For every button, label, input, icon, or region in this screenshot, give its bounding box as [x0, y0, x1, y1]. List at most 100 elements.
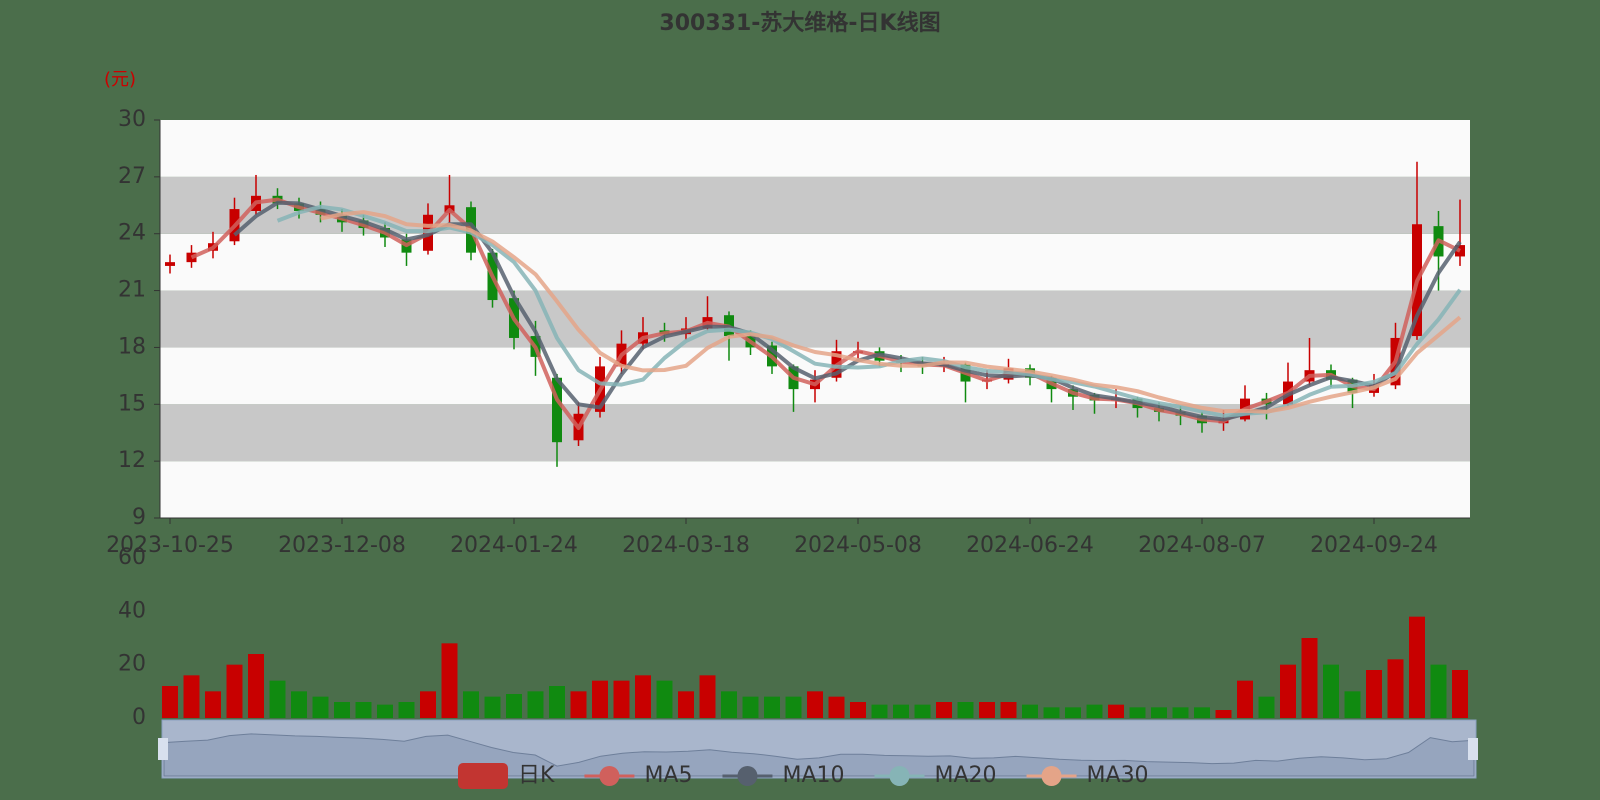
grid-band	[160, 176, 1470, 234]
volume-bar	[1430, 664, 1447, 718]
x-tick-label: 2024-08-07	[1138, 533, 1266, 558]
legend-label: MA30	[1087, 763, 1149, 788]
volume-bar	[1237, 680, 1253, 718]
volume-bar	[1280, 664, 1296, 718]
volume-bar	[914, 704, 931, 718]
x-tick-label: 2024-03-18	[622, 533, 750, 558]
volume-bar	[592, 680, 608, 718]
x-tick-label: 2023-10-25	[106, 533, 234, 558]
volume-bar	[506, 694, 522, 718]
legend-swatch	[599, 766, 620, 786]
legend-item[interactable]: MA20	[874, 763, 997, 788]
volume-bar	[828, 696, 845, 718]
volume-bar	[291, 691, 307, 718]
volume-bar	[398, 702, 415, 718]
volume-bar	[420, 691, 436, 718]
y-tick-label: 15	[118, 391, 146, 416]
volume-bar	[1108, 704, 1124, 718]
y-unit: (元)	[104, 69, 136, 90]
volume-bar	[484, 696, 501, 718]
volume-bar	[1194, 707, 1210, 718]
volume-bar	[1344, 691, 1361, 718]
volume-bar	[1215, 710, 1232, 718]
volume-bar	[1258, 696, 1275, 718]
volume-bar	[183, 675, 200, 718]
volume-bar	[957, 702, 974, 718]
volume-bar	[1452, 670, 1468, 718]
legend-item[interactable]: MA5	[584, 763, 692, 788]
y-tick-label: 30	[118, 107, 146, 132]
volume-bar	[205, 691, 221, 718]
vol-tick-label: 20	[118, 652, 146, 677]
slider-handle[interactable]	[1468, 738, 1478, 760]
grid-band	[160, 404, 1470, 462]
volume-bar	[742, 696, 759, 718]
legend-swatch	[889, 766, 910, 786]
volume-bar	[936, 702, 952, 718]
slider-handle[interactable]	[158, 738, 168, 760]
volume-bar	[377, 704, 393, 718]
volume-bar	[1366, 670, 1382, 718]
legend-label: 日K	[518, 763, 555, 788]
legend-item[interactable]: MA30	[1026, 763, 1149, 788]
volume-bar	[226, 664, 243, 718]
x-tick-label: 2024-05-08	[794, 533, 922, 558]
x-tick-label: 2023-12-08	[278, 533, 406, 558]
y-tick-label: 12	[118, 448, 146, 473]
volume-bar	[1387, 659, 1404, 718]
volume-bar	[979, 702, 995, 718]
volume-bar	[549, 686, 565, 718]
volume-bar	[1151, 707, 1167, 718]
volume-bar	[850, 702, 866, 718]
x-tick-label: 2024-09-24	[1310, 533, 1438, 558]
volume-bar	[635, 675, 651, 718]
volume-bar	[463, 691, 479, 718]
volume-bar	[570, 691, 587, 718]
volume-bar	[312, 696, 329, 718]
vol-tick-label: 0	[132, 705, 146, 730]
volume-bar	[807, 691, 823, 718]
legend-item[interactable]: 日K	[458, 763, 555, 789]
grid-band	[160, 120, 1470, 177]
candle-body	[165, 262, 175, 266]
volume-bar	[1409, 616, 1425, 718]
volume-bar	[1043, 707, 1060, 718]
chart-title: 300331-苏大维格-日K线图	[659, 10, 940, 36]
x-tick-label: 2024-01-24	[450, 533, 578, 558]
volume-bar	[613, 680, 630, 718]
legend-swatch	[458, 763, 508, 789]
volume-bar	[764, 696, 780, 718]
volume-bar	[269, 680, 286, 718]
y-tick-label: 24	[118, 221, 146, 246]
volume-bar	[1172, 707, 1189, 718]
legend-label: MA20	[935, 763, 997, 788]
legend-item[interactable]: MA10	[722, 763, 845, 788]
legend-label: MA10	[782, 763, 844, 788]
volume-bar	[355, 702, 372, 718]
volume-bar	[527, 691, 544, 718]
volume-bar	[721, 691, 737, 718]
volume-bar	[441, 643, 458, 718]
y-tick-label: 9	[132, 505, 146, 530]
volume-bar	[248, 654, 264, 718]
volume-bar	[678, 691, 694, 718]
volume-bar	[871, 704, 888, 718]
y-tick-label: 27	[118, 164, 146, 189]
volume-bar	[1301, 638, 1318, 718]
grid-band	[160, 233, 1470, 291]
candle-body	[186, 252, 197, 263]
y-tick-label: 21	[118, 278, 146, 303]
volume-bar	[162, 686, 178, 718]
volume-bar	[334, 702, 350, 718]
volume-bar	[1065, 707, 1081, 718]
vol-tick-label: 60	[118, 545, 146, 570]
volume-bar	[893, 704, 909, 718]
ma-line	[320, 210, 1462, 414]
y-tick-label: 18	[118, 334, 146, 359]
volume-bar	[1086, 704, 1103, 718]
volume-bar	[656, 680, 673, 718]
volume-bar	[1000, 702, 1017, 718]
volume-bar	[785, 696, 802, 718]
grid-band	[160, 461, 1470, 518]
